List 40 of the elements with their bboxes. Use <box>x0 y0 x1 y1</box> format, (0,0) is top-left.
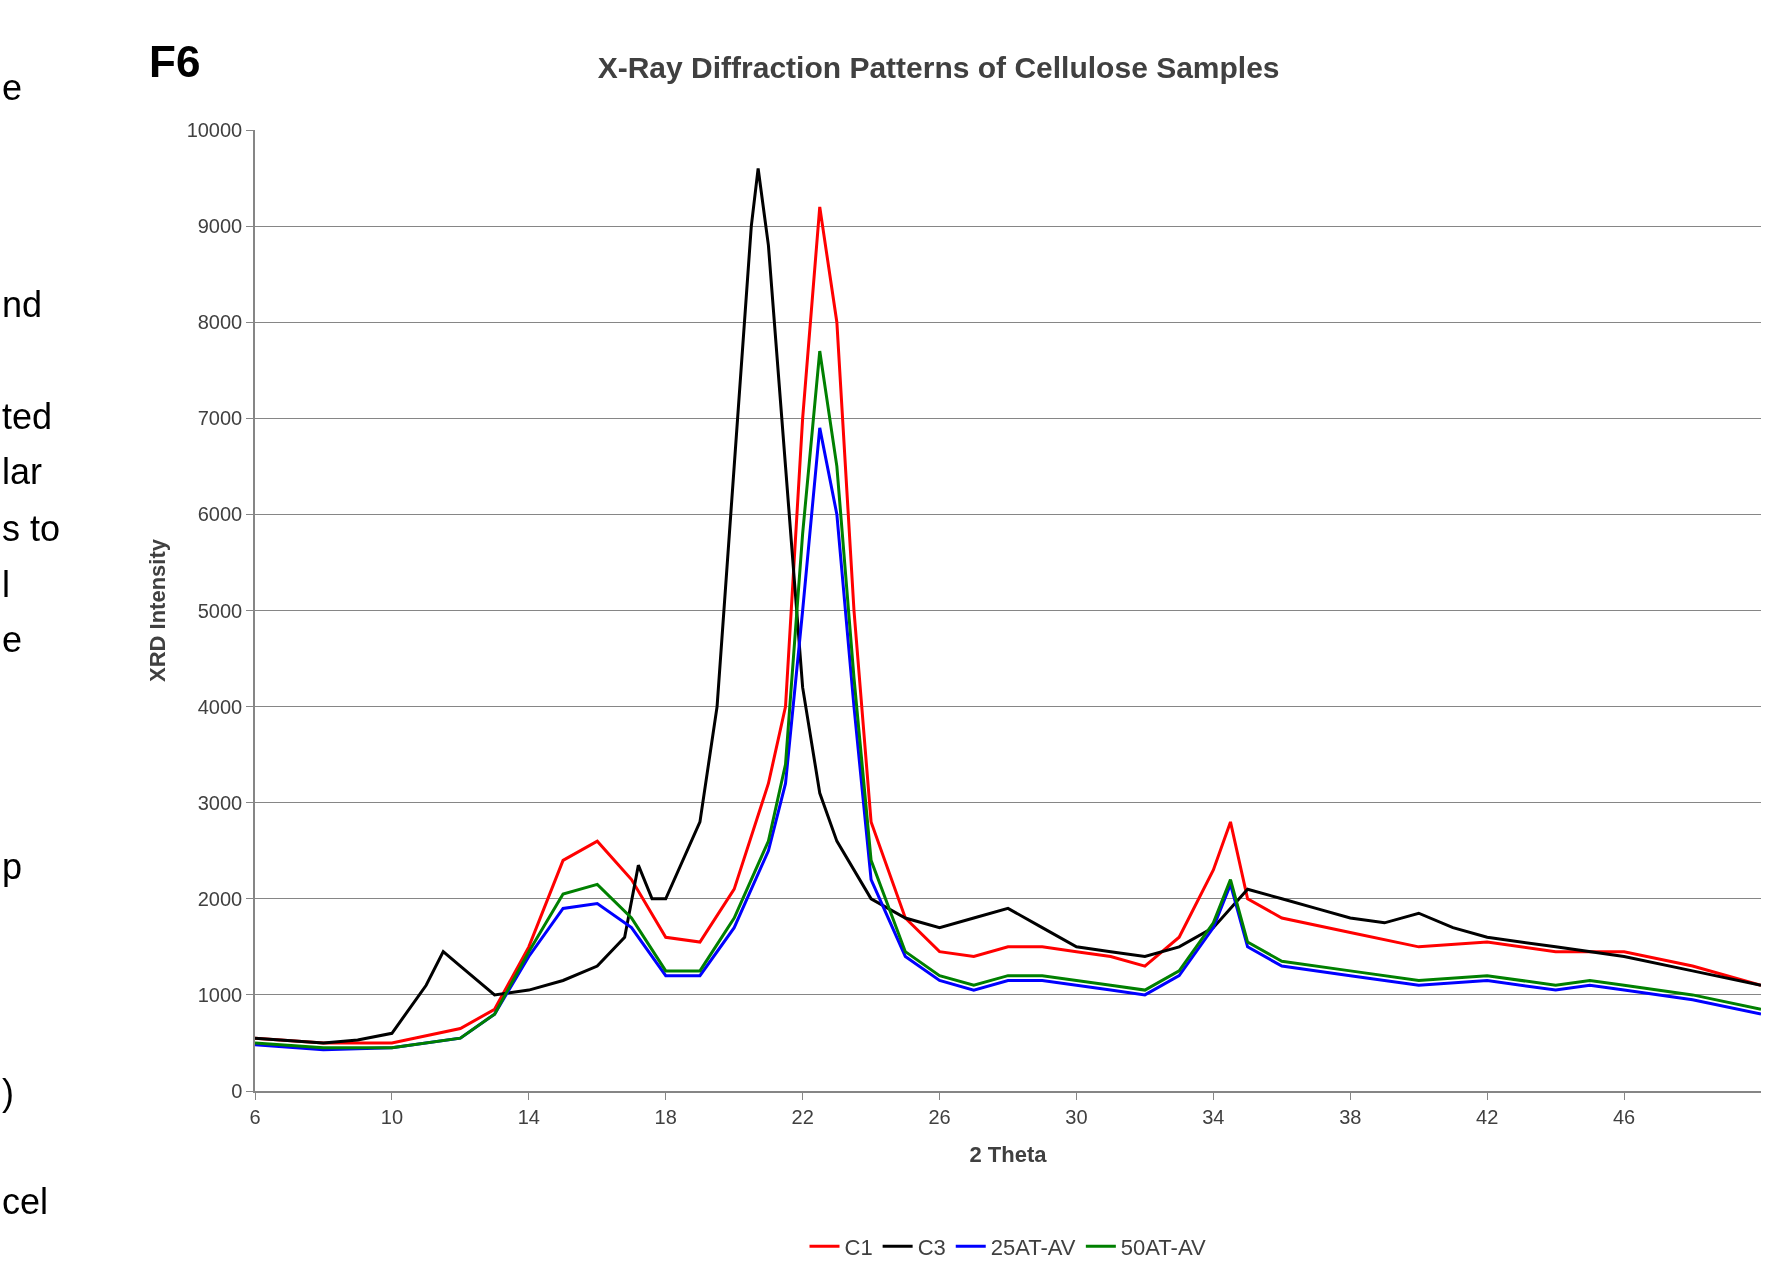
y-tick-label: 1000 <box>197 983 243 1006</box>
x-tick-label: 14 <box>517 1105 540 1128</box>
legend-label: C3 <box>917 1234 946 1260</box>
text: p <box>2 846 23 887</box>
y-tick-label: 4000 <box>197 695 243 718</box>
chart-title: X-Ray Diffraction Patterns of Cellulose Samples <box>597 51 1280 85</box>
x-axis-title: 2 Theta <box>969 1142 1048 1168</box>
x-tick-label: 34 <box>1202 1105 1225 1128</box>
y-tick-label: 5000 <box>197 599 243 622</box>
legend-label: 50AT-AV <box>1120 1234 1206 1260</box>
x-tick-label: 42 <box>1476 1105 1499 1128</box>
x-tick-label: 46 <box>1612 1105 1636 1128</box>
x-tick-label: 18 <box>654 1105 677 1128</box>
x-tick-label: 6 <box>249 1105 261 1128</box>
x-tick-label: 30 <box>1065 1105 1088 1128</box>
y-tick-label: 0 <box>231 1080 243 1102</box>
text: ted <box>2 396 53 437</box>
text: lar <box>2 451 43 492</box>
y-tick-label: 9000 <box>197 215 243 238</box>
text: s to <box>2 508 61 549</box>
text: e <box>2 67 23 108</box>
y-tick-label: 10000 <box>186 119 243 141</box>
text: F6 <box>149 37 201 86</box>
text: ) <box>2 1072 14 1113</box>
text: nd <box>2 284 43 325</box>
y-tick-label: 3000 <box>197 791 243 814</box>
text: cel <box>2 1181 49 1222</box>
y-axis-title: XRD Intensity <box>144 538 170 683</box>
legend-label: 25AT-AV <box>990 1234 1076 1260</box>
x-tick-label: 38 <box>1339 1105 1362 1128</box>
x-tick-label: 26 <box>928 1105 951 1128</box>
text: e <box>2 619 23 660</box>
y-tick-label: 2000 <box>197 887 243 910</box>
y-tick-label: 7000 <box>197 407 243 430</box>
x-tick-label: 22 <box>791 1105 814 1128</box>
text: l <box>2 564 10 605</box>
legend-label: C1 <box>844 1234 873 1260</box>
y-tick-label: 6000 <box>197 503 243 526</box>
y-tick-label: 8000 <box>197 311 243 334</box>
x-tick-label: 10 <box>380 1105 404 1128</box>
